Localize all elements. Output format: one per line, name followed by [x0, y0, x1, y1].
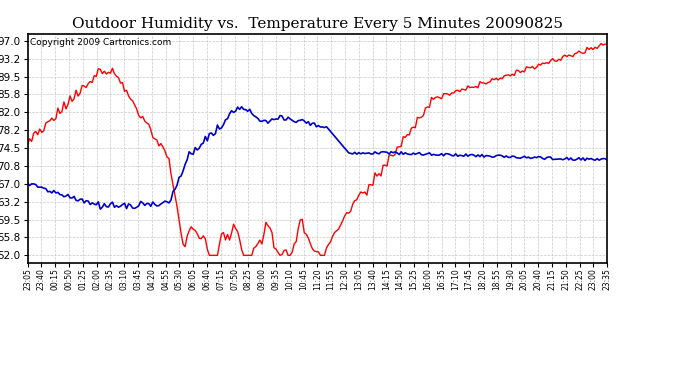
Text: Copyright 2009 Cartronics.com: Copyright 2009 Cartronics.com: [30, 38, 172, 47]
Title: Outdoor Humidity vs.  Temperature Every 5 Minutes 20090825: Outdoor Humidity vs. Temperature Every 5…: [72, 17, 563, 31]
